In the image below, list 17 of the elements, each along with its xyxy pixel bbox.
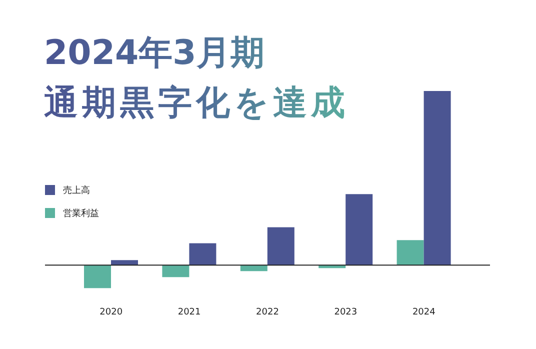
bar bbox=[84, 265, 111, 288]
x-tick-label: 2024 bbox=[412, 307, 436, 318]
x-tick-label: 2021 bbox=[178, 307, 201, 318]
bar bbox=[346, 194, 373, 266]
x-tick-label: 2022 bbox=[256, 307, 279, 318]
chart-subtitle: 通期黒字化を達成 bbox=[44, 82, 349, 125]
legend-label: 売上高 bbox=[63, 184, 90, 196]
bar bbox=[240, 265, 268, 272]
bar bbox=[396, 240, 424, 266]
legend-label: 営業利益 bbox=[63, 208, 99, 220]
bar bbox=[424, 91, 451, 266]
chart-title: 2024年3月期 bbox=[44, 32, 264, 75]
bar bbox=[162, 265, 190, 278]
x-tick-label: 2020 bbox=[100, 307, 123, 318]
bar bbox=[189, 243, 216, 266]
bar bbox=[267, 227, 294, 266]
x-tick-label: 2023 bbox=[334, 307, 358, 318]
